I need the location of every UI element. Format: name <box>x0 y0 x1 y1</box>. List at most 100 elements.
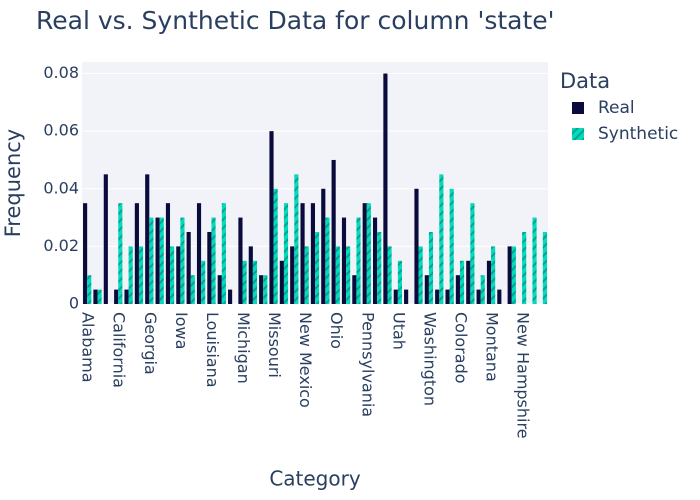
bar <box>522 231 527 304</box>
bar <box>300 203 305 304</box>
bar <box>242 260 247 304</box>
bar <box>145 174 150 304</box>
bar <box>279 260 284 304</box>
bar <box>252 260 258 304</box>
bar <box>118 203 123 304</box>
bar <box>186 231 191 304</box>
bar <box>269 131 274 304</box>
bar <box>310 203 315 304</box>
x-tick-label: New Hampshire <box>514 312 533 439</box>
bar <box>356 217 361 304</box>
bar <box>532 217 537 304</box>
bar <box>397 260 402 304</box>
chart-title: Real vs. Synthetic Data for column 'stat… <box>36 6 555 35</box>
bar <box>335 246 340 304</box>
bar <box>449 188 454 304</box>
bar <box>511 246 516 304</box>
x-tick-label: Colorado <box>451 312 470 384</box>
legend-label: Real <box>598 98 635 118</box>
bar <box>428 231 434 304</box>
bar <box>201 260 206 304</box>
bar <box>176 246 181 304</box>
bar <box>387 246 392 304</box>
bar <box>290 246 295 304</box>
bar <box>476 289 481 304</box>
bar <box>372 217 378 304</box>
x-tick-label: Pennsylvania <box>358 312 377 417</box>
bar <box>331 159 336 304</box>
bar <box>238 217 243 304</box>
bar <box>83 203 88 304</box>
bar <box>507 246 512 304</box>
bar <box>435 289 440 304</box>
legend-swatch <box>572 128 584 140</box>
bar <box>341 217 347 304</box>
bar <box>273 188 278 304</box>
x-tick-label: Georgia <box>141 312 160 375</box>
legend-label: Synthetic <box>598 124 678 144</box>
y-axis-label: Frequency <box>1 129 25 238</box>
bar <box>217 275 222 304</box>
bar <box>159 217 164 304</box>
bar <box>196 203 202 304</box>
bar <box>155 217 160 304</box>
bar <box>128 246 133 304</box>
x-tick-label: Louisiana <box>203 312 222 388</box>
x-tick-label: Washington <box>420 312 439 406</box>
bar <box>103 174 108 304</box>
bar <box>325 217 330 304</box>
bar <box>414 188 419 304</box>
bar <box>283 203 289 304</box>
bar <box>424 275 429 304</box>
bar <box>470 203 475 304</box>
bar <box>87 275 92 304</box>
y-tick-label: 0.08 <box>43 63 79 82</box>
x-tick-label: New Mexico <box>296 312 315 408</box>
bar <box>393 289 398 304</box>
bar <box>149 217 154 304</box>
bar <box>211 217 216 304</box>
x-tick-label: Michigan <box>234 312 253 384</box>
x-tick-label: Iowa <box>172 312 191 349</box>
x-tick-label: Montana <box>483 312 502 382</box>
bar <box>404 289 409 304</box>
bar <box>377 231 382 304</box>
bar <box>165 203 171 304</box>
bar <box>486 260 492 304</box>
bar <box>480 275 485 304</box>
bar <box>542 231 547 304</box>
bar <box>259 275 264 304</box>
bar <box>366 203 371 304</box>
bar <box>263 275 268 304</box>
bar <box>97 289 102 304</box>
bar <box>304 246 309 304</box>
bar <box>134 203 139 304</box>
bar <box>362 203 367 304</box>
legend-swatch <box>572 102 584 114</box>
bar <box>294 174 299 304</box>
x-tick-label: Missouri <box>265 312 284 378</box>
bar <box>459 260 465 304</box>
bar <box>228 289 233 304</box>
bar <box>497 289 502 304</box>
y-tick-label: 0.06 <box>43 121 79 140</box>
x-tick-label: California <box>110 312 129 388</box>
bar <box>207 231 212 304</box>
y-tick-label: 0.04 <box>43 178 79 197</box>
bar <box>383 73 388 305</box>
bar <box>248 246 253 304</box>
bar <box>93 289 98 304</box>
x-tick-label: Ohio <box>327 312 346 349</box>
x-axis-label: Category <box>269 467 361 491</box>
bar <box>445 289 450 304</box>
bar <box>190 275 195 304</box>
bar <box>491 246 496 304</box>
y-tick-label: 0 <box>69 294 79 313</box>
bar <box>418 246 423 304</box>
bar <box>455 275 460 304</box>
bar <box>466 260 471 304</box>
bar <box>352 275 357 304</box>
bar <box>321 188 326 304</box>
